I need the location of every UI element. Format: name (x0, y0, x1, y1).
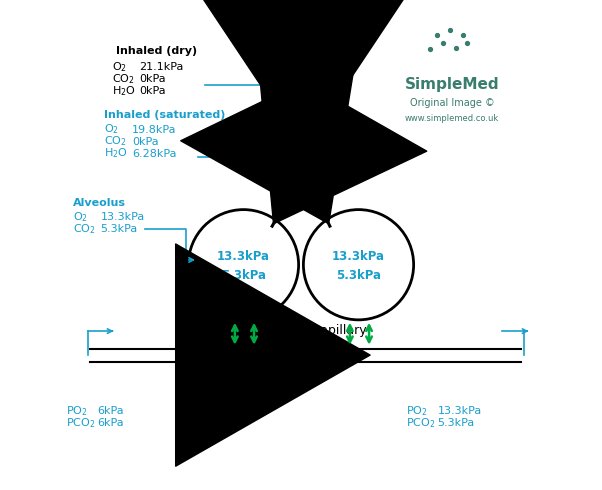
Text: www.simplemed.co.uk: www.simplemed.co.uk (405, 114, 499, 123)
Text: 5.3kPa: 5.3kPa (336, 269, 381, 282)
Text: O$_2$: O$_2$ (112, 60, 126, 74)
Text: SimpleMed: SimpleMed (405, 77, 499, 93)
Text: 0kPa: 0kPa (140, 86, 166, 96)
Text: CO$_2$: CO$_2$ (105, 135, 127, 148)
Text: 6.28kPa: 6.28kPa (132, 148, 177, 159)
Text: CO$_2$: CO$_2$ (73, 222, 96, 236)
Text: 0kPa: 0kPa (132, 137, 159, 147)
Text: Inhaled (saturated): Inhaled (saturated) (105, 110, 226, 120)
Text: PO$_2$: PO$_2$ (66, 404, 88, 418)
Text: O$_2$: O$_2$ (73, 210, 88, 224)
Text: 13.3kPa: 13.3kPa (101, 212, 145, 222)
Text: 5.3kPa: 5.3kPa (221, 269, 266, 282)
Circle shape (188, 210, 299, 320)
Text: Pulmonary Capillary: Pulmonary Capillary (241, 323, 366, 337)
Text: Original Image ©: Original Image © (409, 98, 494, 108)
Text: 6kPa: 6kPa (98, 418, 124, 428)
Text: 5.3kPa: 5.3kPa (101, 224, 138, 234)
Text: H$_2$O: H$_2$O (112, 84, 135, 98)
Text: PCO$_2$: PCO$_2$ (66, 416, 96, 430)
Text: O$_2$: O$_2$ (105, 122, 119, 137)
Text: 13.3kPa: 13.3kPa (438, 406, 482, 416)
Text: 5.3kPa: 5.3kPa (438, 418, 475, 428)
Text: 0kPa: 0kPa (140, 74, 166, 84)
Circle shape (303, 210, 414, 320)
Text: 21.1kPa: 21.1kPa (140, 62, 184, 72)
Text: PO$_2$: PO$_2$ (406, 404, 428, 418)
Text: H$_2$O: H$_2$O (105, 147, 128, 160)
Text: 13.3kPa: 13.3kPa (217, 249, 270, 263)
Text: 13.3kPa: 13.3kPa (332, 249, 385, 263)
Text: CO$_2$: CO$_2$ (112, 73, 134, 86)
Text: PCO$_2$: PCO$_2$ (406, 416, 436, 430)
Text: Inhaled (dry): Inhaled (dry) (116, 47, 197, 56)
Text: Alveolus: Alveolus (73, 198, 126, 208)
Text: 19.8kPa: 19.8kPa (132, 124, 177, 135)
Text: 6kPa: 6kPa (98, 406, 124, 416)
